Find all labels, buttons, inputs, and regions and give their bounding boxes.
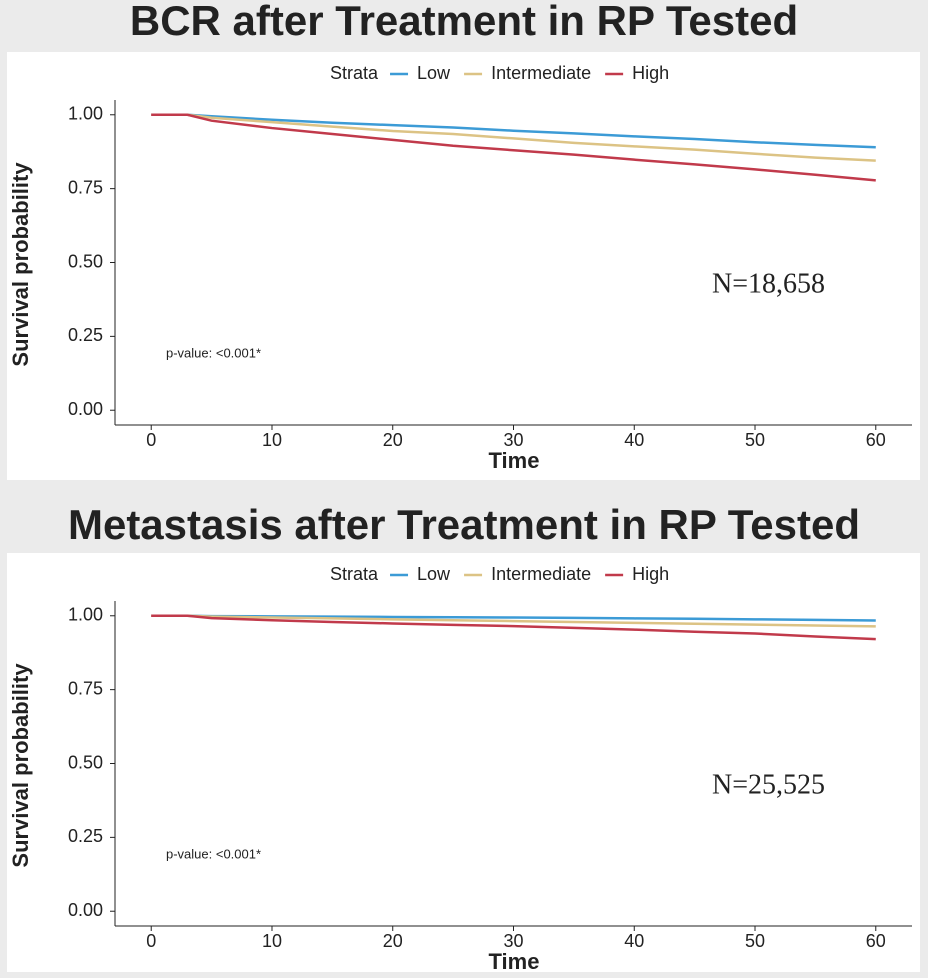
legend-title: Strata [330,63,379,83]
y-tick-label: 0.00 [68,900,103,920]
x-tick-label: 50 [745,430,765,450]
legend-label: High [632,63,669,83]
x-tick-label: 0 [146,430,156,450]
x-tick-label: 20 [383,430,403,450]
y-tick-label: 0.25 [68,826,103,846]
sample-size: N=18,658 [712,269,825,300]
chart-title: Metastasis after Treatment in RP Tested [68,501,860,548]
y-tick-label: 1.00 [68,605,103,625]
survival-curve [151,614,876,628]
panel-background [7,52,920,480]
x-tick-label: 10 [262,931,282,951]
y-tick-label: 0.25 [68,325,103,345]
y-tick-label: 0.75 [68,678,103,698]
p-value: p-value: <0.001* [166,847,261,862]
x-tick-label: 50 [745,931,765,951]
y-axis-label: Survival probability [8,162,33,367]
x-tick-label: 60 [866,931,886,951]
x-tick-label: 60 [866,430,886,450]
legend-label: High [632,564,669,584]
chart-title: BCR after Treatment in RP Tested [130,0,798,44]
x-axis-label: Time [489,448,540,473]
y-tick-label: 0.50 [68,752,103,772]
panel-background [7,553,920,972]
survival-curve [151,113,876,162]
legend-label: Low [417,63,451,83]
x-tick-label: 40 [624,430,644,450]
legend-label: Intermediate [491,63,591,83]
survival-curve [151,614,876,641]
y-tick-label: 0.50 [68,251,103,271]
legend-label: Low [417,564,451,584]
p-value: p-value: <0.001* [166,346,261,361]
y-axis-label: Survival probability [8,663,33,868]
y-tick-label: 0.00 [68,399,103,419]
x-tick-label: 20 [383,931,403,951]
legend-label: Intermediate [491,564,591,584]
y-tick-label: 1.00 [68,104,103,124]
survival-curve [151,113,876,182]
y-tick-label: 0.75 [68,177,103,197]
survival-curve [151,113,876,149]
sample-size: N=25,525 [712,770,825,801]
x-axis-label: Time [489,949,540,974]
x-tick-label: 0 [146,931,156,951]
legend-title: Strata [330,564,379,584]
x-tick-label: 30 [503,931,523,951]
x-tick-label: 10 [262,430,282,450]
x-tick-label: 40 [624,931,644,951]
x-tick-label: 30 [503,430,523,450]
